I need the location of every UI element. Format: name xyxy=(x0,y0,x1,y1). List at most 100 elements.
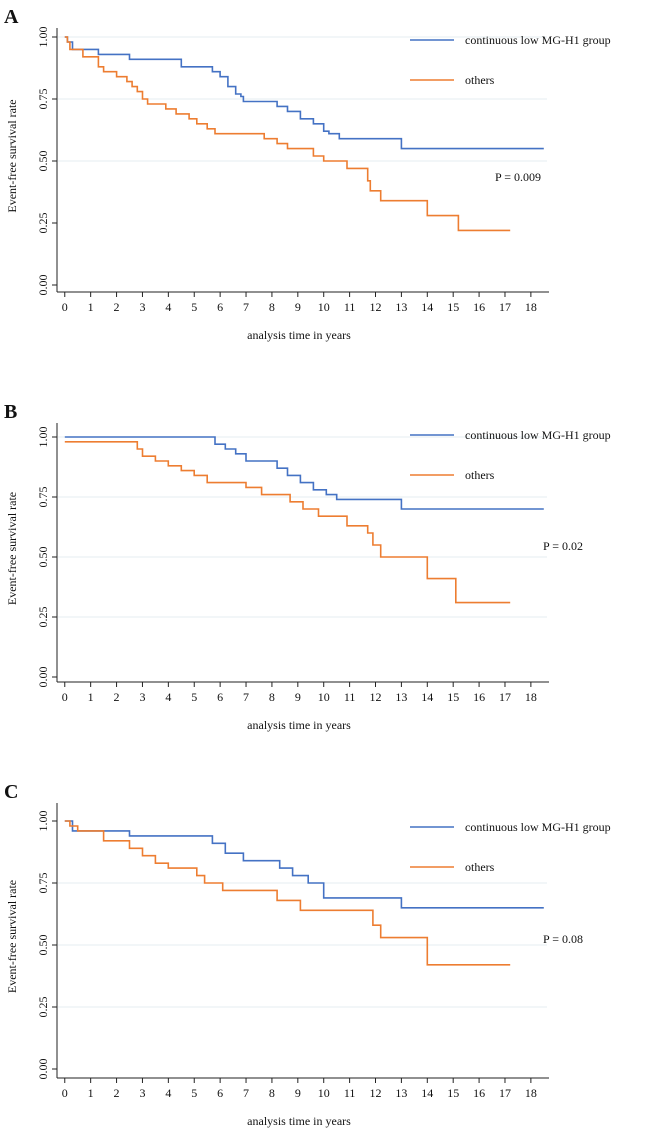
p-value-annotation: P = 0.08 xyxy=(543,932,583,946)
x-tick-label: 18 xyxy=(525,690,537,704)
x-tick-label: 4 xyxy=(165,690,171,704)
p-value-annotation: P = 0.009 xyxy=(495,170,541,184)
x-tick-label: 6 xyxy=(217,300,223,314)
x-tick-label: 17 xyxy=(499,690,511,704)
legend-label: continuous low MG-H1 group xyxy=(465,33,611,47)
x-tick-label: 16 xyxy=(473,300,485,314)
x-axis-title: analysis time in years xyxy=(247,718,351,732)
x-tick-label: 18 xyxy=(525,1086,537,1100)
x-tick-label: 18 xyxy=(525,300,537,314)
x-tick-label: 4 xyxy=(165,300,171,314)
p-value-annotation: P = 0.02 xyxy=(543,539,583,553)
x-tick-label: 12 xyxy=(370,300,382,314)
x-tick-label: 15 xyxy=(447,1086,459,1100)
y-tick-label: 0.50 xyxy=(36,935,50,956)
survival-curve-mg-h1-low xyxy=(64,36,544,150)
x-tick-label: 15 xyxy=(447,300,459,314)
y-tick-label: 1.00 xyxy=(36,27,50,48)
survival-curve-others xyxy=(64,36,511,232)
y-tick-label: 1.00 xyxy=(36,427,50,448)
y-tick-label: 0.75 xyxy=(36,873,50,894)
chart-panel-b: B 0 1 2 3 4 5 6 7 8 9 10 11 12 13 14 15 16 17 18 0.00 0.25 0.… xyxy=(0,395,649,755)
x-tick-label: 8 xyxy=(269,1086,275,1100)
y-tick-label: 0.00 xyxy=(36,1059,50,1080)
x-tick-label: 2 xyxy=(114,300,120,314)
legend-label: continuous low MG-H1 group xyxy=(465,820,611,834)
x-tick-label: 10 xyxy=(318,1086,330,1100)
survival-curve-others xyxy=(64,441,511,604)
y-tick-label: 0.50 xyxy=(36,547,50,568)
x-tick-label: 12 xyxy=(370,690,382,704)
chart-panel-c: C 0 1 2 3 4 5 6 7 8 9 10 11 12 13 14 15 16 17 18 0.00 0.25 0.… xyxy=(0,775,649,1136)
panel-label: A xyxy=(4,6,19,28)
y-tick-label: 0.75 xyxy=(36,89,50,110)
x-tick-label: 9 xyxy=(295,1086,301,1100)
x-tick-label: 1 xyxy=(88,300,94,314)
x-tick-label: 6 xyxy=(217,1086,223,1100)
y-tick-label: 1.00 xyxy=(36,811,50,832)
y-tick-label: 0.00 xyxy=(36,275,50,296)
x-tick-label: 14 xyxy=(421,690,433,704)
panel-label: B xyxy=(4,401,18,423)
x-axis-title: analysis time in years xyxy=(247,1114,351,1128)
x-tick-label: 7 xyxy=(243,1086,249,1100)
x-tick-label: 5 xyxy=(191,1086,197,1100)
panel-label: C xyxy=(4,781,19,803)
y-tick-label: 0.75 xyxy=(36,487,50,508)
x-tick-label: 9 xyxy=(295,690,301,704)
x-tick-label: 0 xyxy=(62,690,68,704)
x-tick-label: 3 xyxy=(139,1086,145,1100)
x-tick-label: 6 xyxy=(217,690,223,704)
x-tick-label: 3 xyxy=(139,690,145,704)
y-tick-label: 0.50 xyxy=(36,151,50,172)
x-tick-label: 11 xyxy=(344,690,356,704)
y-tick-label: 0.25 xyxy=(36,213,50,234)
x-tick-label: 13 xyxy=(395,690,407,704)
x-tick-label: 1 xyxy=(88,1086,94,1100)
x-tick-label: 0 xyxy=(62,1086,68,1100)
x-tick-label: 15 xyxy=(447,690,459,704)
x-tick-label: 13 xyxy=(395,1086,407,1100)
x-tick-label: 5 xyxy=(191,690,197,704)
x-tick-label: 0 xyxy=(62,300,68,314)
chart-panel-a: A 0 1 2 3 4 5 6 7 8 9 10 11 12 13 14 15 16 17 18 0.00 0.25 0.… xyxy=(0,0,649,365)
x-tick-label: 11 xyxy=(344,1086,356,1100)
survival-curve-mg-h1-low xyxy=(64,436,544,510)
x-tick-label: 3 xyxy=(139,300,145,314)
legend-label: continuous low MG-H1 group xyxy=(465,428,611,442)
x-tick-label: 8 xyxy=(269,690,275,704)
survival-curve-mg-h1-low xyxy=(64,820,544,909)
survival-chart: 0 1 2 3 4 5 6 7 8 9 10 11 12 13 14 15 16 17 180.000.250.50… xyxy=(5,27,611,343)
survival-chart: 0 1 2 3 4 5 6 7 8 9 10 11 12 13 14 15 16 17 180.000.250.50… xyxy=(5,423,611,732)
legend-label: others xyxy=(465,860,495,874)
x-tick-label: 13 xyxy=(395,300,407,314)
y-axis-title: Event-free survival rate xyxy=(5,99,19,212)
y-tick-label: 0.00 xyxy=(36,667,50,688)
x-tick-label: 7 xyxy=(243,690,249,704)
y-axis-title: Event-free survival rate xyxy=(5,880,19,993)
x-tick-label: 16 xyxy=(473,1086,485,1100)
y-axis-title: Event-free survival rate xyxy=(5,492,19,605)
x-tick-label: 14 xyxy=(421,300,433,314)
survival-curve-others xyxy=(64,820,511,966)
x-tick-label: 17 xyxy=(499,300,511,314)
survival-chart: 0 1 2 3 4 5 6 7 8 9 10 11 12 13 14 15 16 17 180.000.250.50… xyxy=(5,803,611,1128)
x-tick-label: 7 xyxy=(243,300,249,314)
x-tick-label: 4 xyxy=(165,1086,171,1100)
x-tick-label: 11 xyxy=(344,300,356,314)
y-tick-label: 0.25 xyxy=(36,607,50,628)
x-tick-label: 5 xyxy=(191,300,197,314)
x-tick-label: 1 xyxy=(88,690,94,704)
y-tick-label: 0.25 xyxy=(36,997,50,1018)
x-tick-label: 2 xyxy=(114,690,120,704)
legend-label: others xyxy=(465,468,495,482)
x-tick-label: 2 xyxy=(114,1086,120,1100)
x-axis-title: analysis time in years xyxy=(247,328,351,342)
legend-label: others xyxy=(465,73,495,87)
x-tick-label: 8 xyxy=(269,300,275,314)
x-tick-label: 12 xyxy=(370,1086,382,1100)
x-tick-label: 10 xyxy=(318,690,330,704)
x-tick-label: 17 xyxy=(499,1086,511,1100)
x-tick-label: 14 xyxy=(421,1086,433,1100)
x-tick-label: 10 xyxy=(318,300,330,314)
